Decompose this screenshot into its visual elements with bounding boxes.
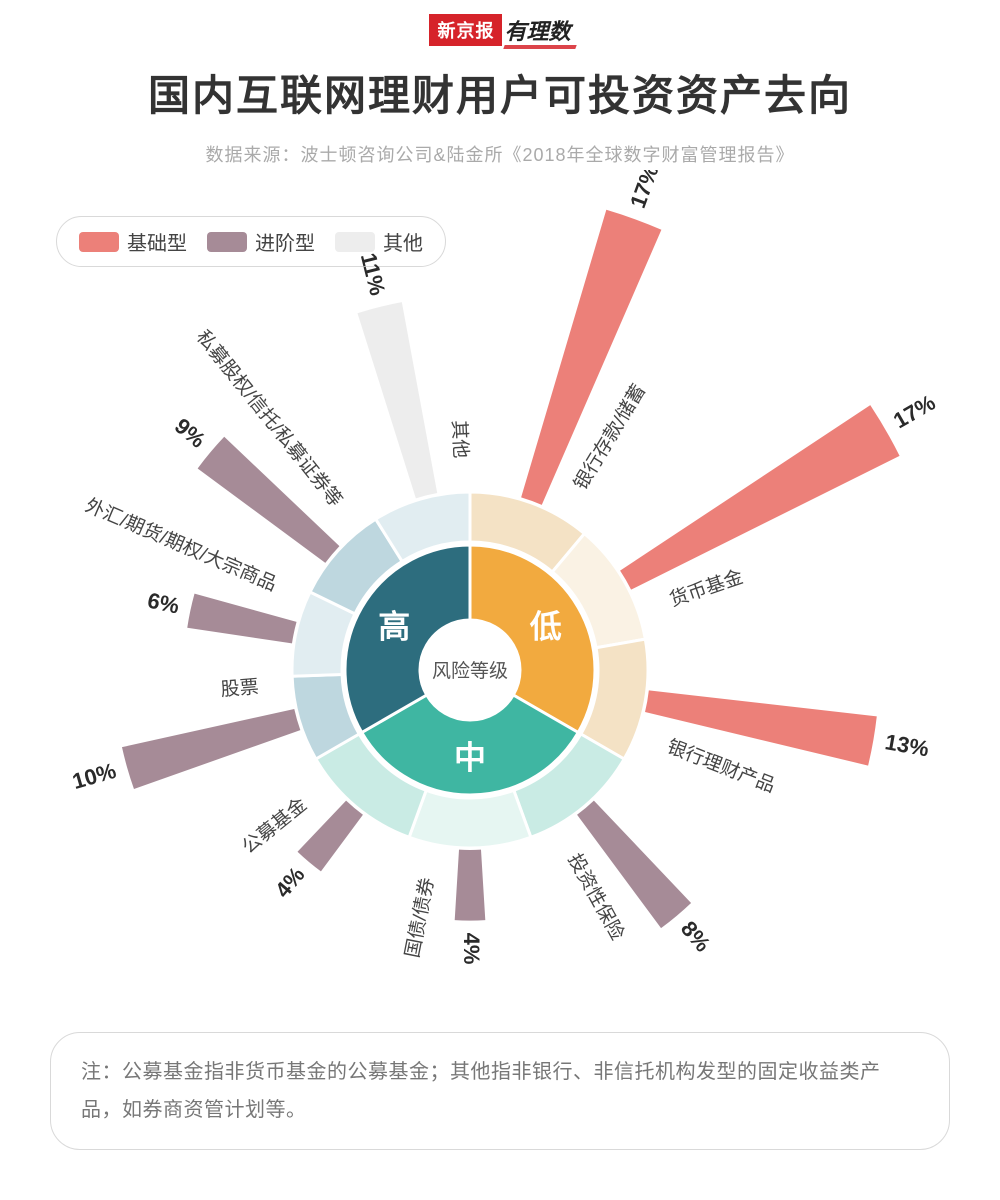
bar-value-label: 6%: [145, 588, 181, 619]
logo-script: 有理数: [504, 14, 570, 46]
radial-bar: [198, 437, 340, 563]
bar-value-label: 8%: [676, 916, 716, 956]
bar-value-label: 11%: [356, 250, 391, 298]
bar-category-label: 外汇/期货/期权/大宗商品: [82, 494, 280, 595]
footnote: 注：公募基金指非货币基金的公募基金；其他指非银行、非信托机构发型的固定收益类产品…: [50, 1032, 950, 1150]
risk-level-label: 中: [454, 740, 486, 776]
bar-value-label: 4%: [459, 933, 484, 965]
bar-category-label: 其他: [448, 420, 472, 459]
publisher-logo: 新京报 有理数: [0, 0, 1000, 46]
bar-value-label: 9%: [170, 413, 210, 453]
page-title: 国内互联网理财用户可投资资产去向: [0, 62, 1000, 123]
bar-category-label: 银行理财产品: [664, 735, 778, 797]
bar-value-label: 13%: [883, 729, 931, 761]
radial-bar: [455, 850, 486, 921]
radial-bar: [620, 405, 899, 590]
bar-value-label: 17%: [625, 170, 664, 211]
bar-category-label: 货币基金: [667, 566, 746, 611]
risk-level-label: 高: [378, 608, 410, 644]
risk-level-label: 低: [530, 608, 562, 644]
data-source: 数据来源：波士顿咨询公司&陆金所《2018年全球数字财富管理报告》: [0, 141, 1000, 167]
radial-bar: [358, 302, 438, 498]
center-label: 风险等级: [432, 660, 508, 682]
bar-value-label: 17%: [889, 390, 940, 434]
bar-category-label: 国债/债券: [401, 876, 438, 960]
bar-value-label: 4%: [270, 862, 310, 902]
radial-chart: 低中高风险等级17%银行存款/储蓄17%货币基金13%银行理财产品8%投资性保险…: [0, 170, 1000, 1030]
bar-value-label: 10%: [70, 758, 119, 794]
radial-bar: [122, 709, 300, 789]
bar-category-label: 公募基金: [238, 794, 311, 859]
radial-bar: [187, 594, 296, 644]
bar-category-label: 股票: [220, 677, 260, 701]
ring-segment: [409, 790, 531, 848]
logo-boxed: 新京报: [429, 14, 502, 46]
